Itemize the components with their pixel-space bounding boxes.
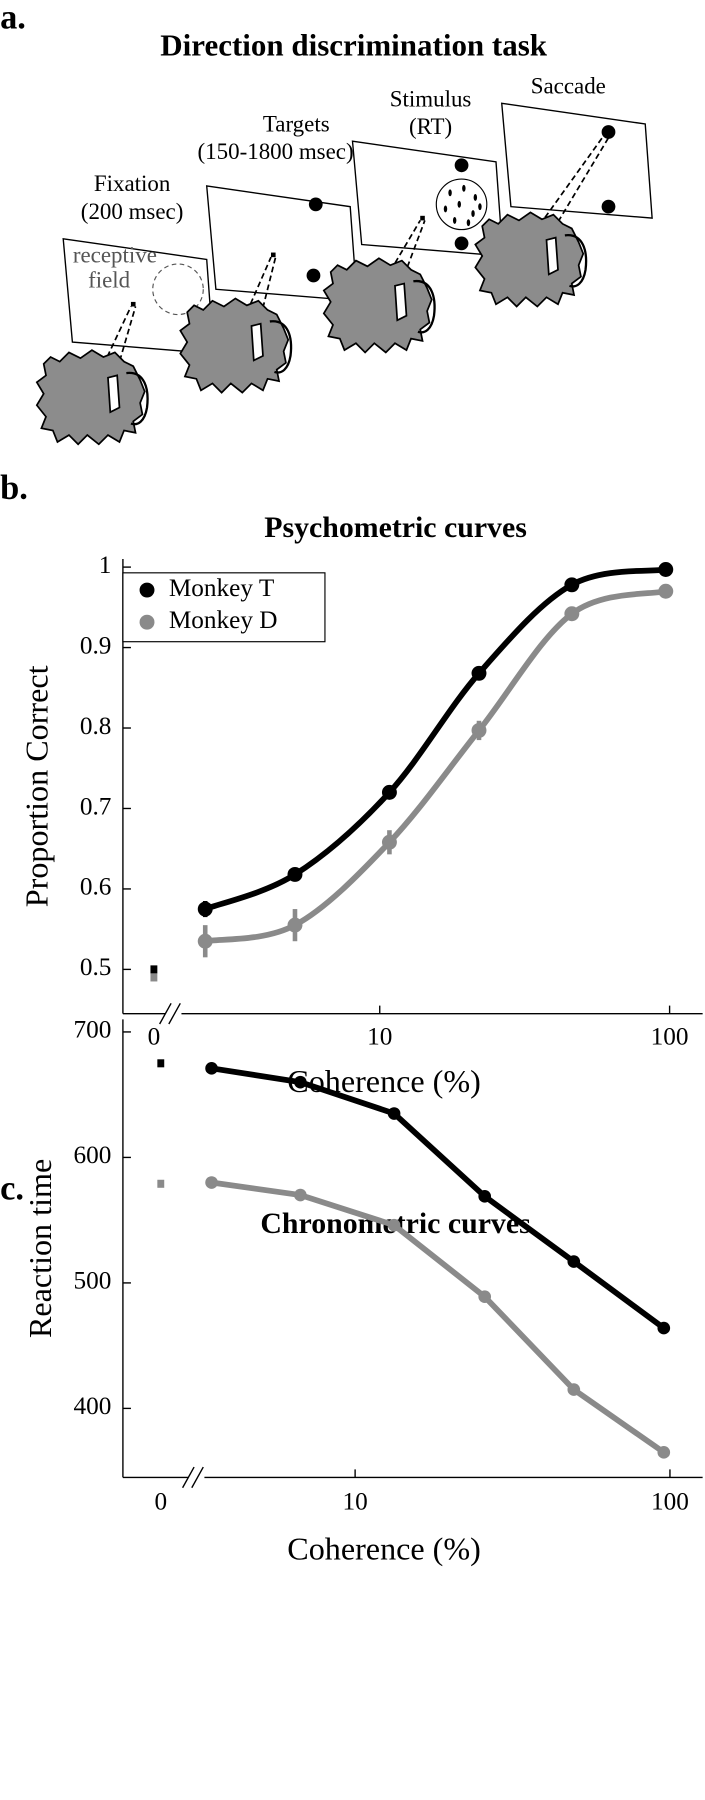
y-tick-label: 0.5 <box>80 953 112 981</box>
step-label: Fixation <box>94 171 171 196</box>
axis-break <box>181 1466 195 1489</box>
chart-title: Psychometric curves <box>264 511 527 544</box>
x-tick-label: 100 <box>651 1488 689 1516</box>
data-point <box>478 1290 492 1304</box>
y-tick-label: 0.9 <box>80 631 112 659</box>
y-axis-label: Proportion Correct <box>19 665 55 907</box>
zero-point <box>157 1179 165 1188</box>
series-line <box>211 1179 666 1455</box>
x-tick-label: 10 <box>367 1023 392 1051</box>
x-axis-label: Coherence (%) <box>287 1530 481 1566</box>
data-point <box>478 1190 492 1203</box>
data-point <box>381 834 397 850</box>
rf-label: receptive <box>73 242 157 267</box>
data-point <box>567 1255 581 1268</box>
legend-label: Monkey T <box>169 574 274 602</box>
zero-point <box>150 965 158 974</box>
axis-break <box>168 1002 181 1025</box>
step-label: Stimulus <box>390 86 472 111</box>
step-label: (RT) <box>409 114 452 139</box>
data-point <box>658 583 674 599</box>
data-point <box>287 866 303 882</box>
x-tick-label: 100 <box>651 1023 689 1051</box>
x-tick-label: 0 <box>154 1488 167 1516</box>
monkey <box>35 348 149 446</box>
monkey <box>474 211 588 308</box>
rf-label: field <box>88 268 131 293</box>
legend-box <box>122 572 326 643</box>
y-axis-label: Reaction time <box>22 1159 58 1338</box>
data-point <box>657 1321 671 1335</box>
panel-label: a. <box>0 0 26 37</box>
data-point <box>657 1446 671 1459</box>
data-point <box>287 917 303 933</box>
data-point <box>205 1176 218 1189</box>
zero-point <box>157 1059 165 1068</box>
step-label: Saccade <box>531 74 606 99</box>
step-label: Targets <box>263 112 330 137</box>
target <box>601 125 616 139</box>
y-tick-label: 0.7 <box>80 792 112 820</box>
series-line <box>211 1065 666 1331</box>
y-tick-label: 700 <box>74 1016 112 1044</box>
data-point <box>197 901 213 917</box>
axis-break <box>159 1002 172 1025</box>
data-point <box>197 933 213 949</box>
receptive-field <box>152 263 204 316</box>
data-point <box>471 722 487 738</box>
data-point <box>564 606 580 622</box>
data-point <box>658 562 674 577</box>
x-axis-label: Coherence (%) <box>287 1063 481 1099</box>
data-point <box>567 1383 581 1396</box>
data-point <box>294 1188 307 1202</box>
target <box>454 158 469 173</box>
y-tick-label: 500 <box>74 1267 112 1295</box>
legend-marker <box>139 582 155 598</box>
x-tick-label: 0 <box>148 1023 161 1051</box>
target <box>454 236 469 251</box>
data-point <box>381 784 397 800</box>
fixation-point <box>270 252 276 258</box>
data-point <box>387 1107 401 1120</box>
step-label: (200 msec) <box>81 199 184 224</box>
monkey <box>179 297 293 394</box>
y-tick-label: 400 <box>74 1392 112 1420</box>
fixation-point <box>420 215 425 221</box>
zero-point <box>150 973 158 982</box>
motion-dots <box>443 184 482 227</box>
panel-title: Direction discrimination task <box>160 27 547 62</box>
data-point <box>387 1218 401 1232</box>
data-point <box>564 577 580 593</box>
y-tick-label: 0.8 <box>80 712 112 740</box>
y-tick-label: 0.6 <box>80 873 112 901</box>
axis-break <box>191 1466 204 1489</box>
target <box>601 199 616 214</box>
y-tick-label: 1 <box>99 551 112 579</box>
monkey <box>322 257 436 354</box>
x-tick-label: 10 <box>342 1488 367 1516</box>
target <box>308 197 323 212</box>
panel-label: b. <box>0 469 28 507</box>
y-tick-label: 600 <box>74 1141 112 1169</box>
data-point <box>471 665 487 681</box>
legend-label: Monkey D <box>169 606 278 634</box>
target <box>306 268 321 283</box>
data-point <box>205 1062 218 1075</box>
data-point <box>294 1075 307 1089</box>
fixation-point <box>130 301 136 307</box>
legend-marker <box>139 614 155 630</box>
panel-label: c. <box>0 1169 24 1207</box>
step-label: (150-1800 msec) <box>198 139 354 164</box>
series-line <box>204 588 667 945</box>
screen <box>500 102 653 219</box>
